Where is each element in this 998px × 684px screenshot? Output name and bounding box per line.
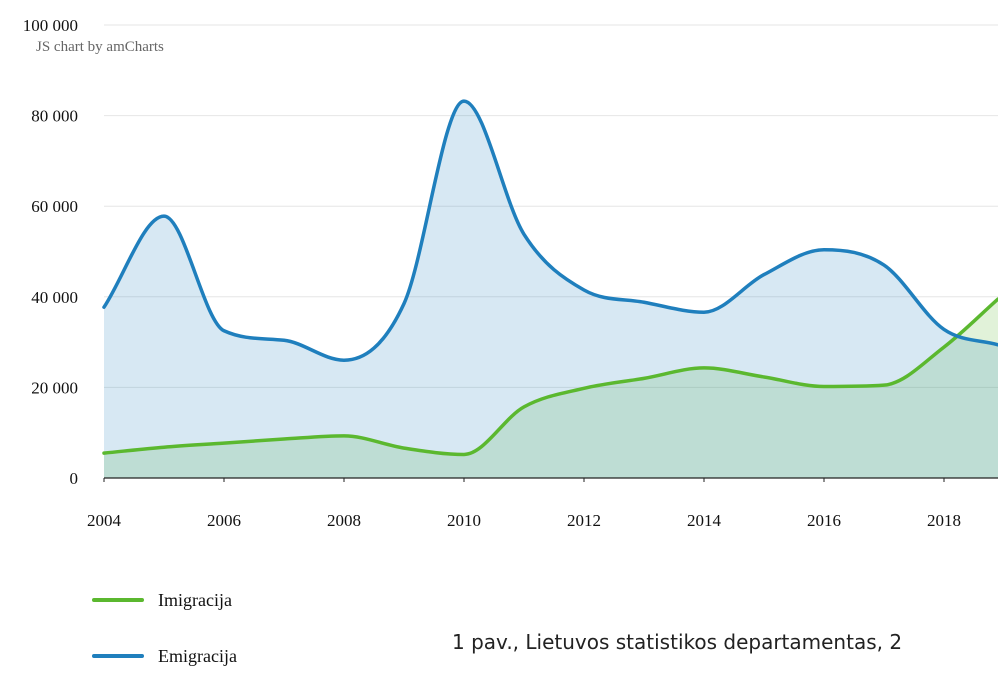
legend: Imigracija Emigracija (92, 572, 237, 684)
y-tick-label: 20 000 (31, 378, 78, 397)
x-axis (103, 477, 998, 482)
y-tick-label: 40 000 (31, 288, 78, 307)
x-tick-label: 2010 (447, 511, 481, 530)
y-tick-label: 0 (70, 469, 79, 488)
x-tick-label: 2006 (207, 511, 241, 530)
series-lines (102, 99, 998, 457)
legend-item-emigracija[interactable]: Emigracija (92, 628, 237, 684)
x-tick-label: 2016 (807, 511, 841, 530)
legend-label-emigracija: Emigracija (158, 645, 237, 666)
y-axis-labels: 0 20 000 40 000 60 000 80 000 100 000 (23, 16, 78, 488)
y-tick-label: 100 000 (23, 16, 78, 35)
line-imigracija (102, 297, 998, 457)
x-tick-label: 2008 (327, 511, 361, 530)
legend-label-imigracija: Imigracija (158, 589, 232, 610)
x-tick-label: 2004 (87, 511, 122, 530)
area-imigracija (104, 299, 998, 478)
y-tick-label: 80 000 (31, 107, 78, 126)
area-emigracija (104, 101, 998, 478)
x-axis-labels: 2004 2006 2008 2010 2012 2014 2016 2018 (87, 511, 961, 530)
legend-swatch-emigracija (92, 654, 144, 658)
x-tick-label: 2014 (687, 511, 722, 530)
series-areas (104, 101, 998, 478)
chart-credit: JS chart by amCharts (36, 39, 164, 55)
line-emigracija (102, 99, 998, 362)
legend-swatch-imigracija (92, 598, 144, 602)
y-tick-label: 60 000 (31, 197, 78, 216)
x-tick-label: 2012 (567, 511, 601, 530)
figure-caption: 1 pav., Lietuvos statistikos departament… (452, 630, 903, 654)
x-tick-label: 2018 (927, 511, 961, 530)
legend-item-imigracija[interactable]: Imigracija (92, 572, 237, 628)
